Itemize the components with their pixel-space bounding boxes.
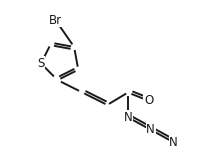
Text: N: N <box>124 111 132 124</box>
Text: N: N <box>169 136 178 149</box>
Text: O: O <box>144 94 153 107</box>
Text: Br: Br <box>49 14 62 27</box>
Text: N: N <box>146 123 155 136</box>
Text: S: S <box>37 57 45 70</box>
